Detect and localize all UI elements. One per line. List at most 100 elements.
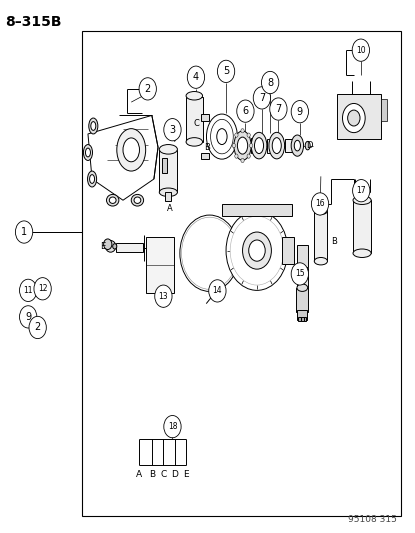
Ellipse shape [294, 140, 300, 151]
Circle shape [232, 143, 236, 148]
Ellipse shape [353, 249, 371, 257]
Ellipse shape [113, 244, 117, 249]
Circle shape [261, 71, 279, 94]
Bar [251, 138, 262, 153]
Text: D: D [171, 471, 178, 479]
Ellipse shape [186, 92, 203, 100]
Text: D: D [306, 141, 313, 150]
Ellipse shape [109, 197, 116, 204]
Ellipse shape [105, 240, 116, 252]
Ellipse shape [305, 141, 310, 150]
Text: 5: 5 [223, 67, 229, 76]
Circle shape [241, 158, 244, 163]
Ellipse shape [91, 122, 96, 131]
Text: 14: 14 [212, 286, 222, 295]
Text: 95108 315: 95108 315 [348, 515, 397, 523]
Circle shape [15, 221, 33, 243]
Circle shape [226, 211, 288, 290]
Bar [162, 158, 167, 173]
Circle shape [249, 240, 265, 261]
Bar [186, 97, 203, 142]
Ellipse shape [251, 132, 267, 159]
Circle shape [249, 143, 253, 148]
Ellipse shape [217, 128, 227, 144]
Circle shape [34, 278, 51, 300]
Ellipse shape [353, 196, 371, 205]
Ellipse shape [237, 137, 248, 154]
Circle shape [352, 39, 369, 61]
Circle shape [241, 128, 244, 133]
Text: 7: 7 [259, 93, 265, 103]
Bar [159, 150, 177, 192]
Text: 2: 2 [34, 322, 41, 333]
Circle shape [164, 416, 181, 438]
Circle shape [180, 215, 239, 292]
Bar [298, 317, 300, 320]
Bar [166, 192, 171, 201]
Circle shape [20, 306, 37, 328]
Text: 16: 16 [315, 199, 325, 208]
Ellipse shape [123, 138, 139, 162]
Circle shape [237, 100, 254, 122]
Circle shape [21, 281, 36, 300]
Text: 3: 3 [169, 125, 176, 135]
Text: 6: 6 [242, 106, 249, 116]
Ellipse shape [186, 138, 203, 146]
Text: A: A [167, 204, 173, 213]
Circle shape [24, 312, 32, 321]
Ellipse shape [88, 171, 97, 187]
Text: B: B [149, 471, 155, 479]
Text: 18: 18 [168, 422, 177, 431]
Circle shape [235, 133, 238, 137]
Circle shape [253, 87, 271, 109]
Text: 11: 11 [23, 286, 33, 295]
Ellipse shape [83, 144, 93, 160]
Bar [146, 237, 174, 293]
Text: 1: 1 [21, 227, 27, 237]
Circle shape [291, 101, 308, 123]
Text: 12: 12 [38, 284, 47, 293]
Ellipse shape [234, 131, 251, 160]
Text: 7: 7 [275, 104, 281, 114]
Circle shape [291, 263, 308, 285]
Bar [314, 211, 327, 261]
Text: 17: 17 [356, 186, 366, 195]
Text: B: B [205, 143, 210, 152]
Circle shape [30, 318, 45, 337]
Bar [267, 139, 277, 152]
Circle shape [139, 78, 156, 100]
Circle shape [21, 308, 36, 326]
Text: 2: 2 [144, 84, 151, 94]
Bar [297, 245, 308, 266]
Circle shape [247, 154, 250, 158]
Ellipse shape [254, 138, 264, 154]
Ellipse shape [90, 175, 95, 183]
Text: C: C [193, 119, 199, 128]
Circle shape [39, 284, 46, 294]
Circle shape [209, 280, 226, 302]
Ellipse shape [159, 188, 177, 197]
Ellipse shape [134, 197, 141, 204]
Circle shape [230, 216, 284, 285]
Bar [201, 152, 209, 159]
Bar [116, 243, 143, 252]
Bar [304, 317, 306, 320]
Bar [201, 114, 209, 120]
Bar [282, 237, 294, 264]
Bar [222, 205, 292, 216]
Circle shape [247, 133, 250, 137]
Bar [285, 139, 293, 152]
Ellipse shape [314, 207, 327, 215]
Bar [337, 94, 381, 139]
Circle shape [24, 286, 32, 295]
Circle shape [217, 60, 235, 83]
Text: 4: 4 [193, 72, 199, 82]
Text: E: E [183, 471, 189, 479]
Circle shape [353, 180, 370, 202]
Ellipse shape [342, 103, 365, 133]
Text: 15: 15 [295, 269, 305, 278]
Bar [82, 30, 401, 516]
Ellipse shape [297, 284, 308, 292]
Ellipse shape [159, 144, 177, 154]
Text: B: B [332, 237, 337, 246]
